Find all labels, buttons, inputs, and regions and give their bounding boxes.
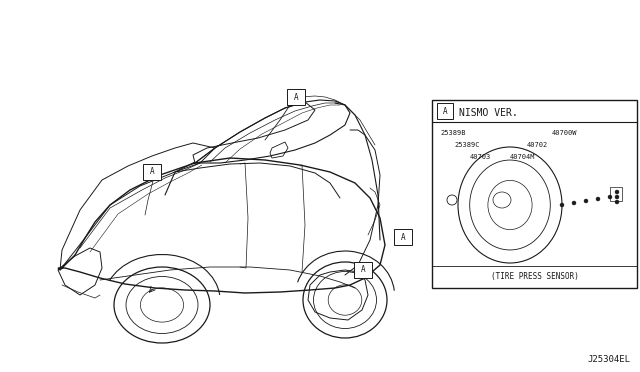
Bar [610, 187, 622, 201]
Text: 25389B: 25389B [440, 130, 465, 136]
Circle shape [596, 197, 600, 201]
Bar [394, 229, 412, 245]
Text: A: A [443, 106, 447, 115]
Text: A: A [401, 232, 405, 241]
Text: 40702: 40702 [527, 142, 548, 148]
Text: A: A [150, 167, 154, 176]
Text: 40704M: 40704M [510, 154, 536, 160]
Text: A: A [361, 266, 365, 275]
Text: J25304EL: J25304EL [587, 355, 630, 364]
Text: 40700W: 40700W [552, 130, 577, 136]
Circle shape [615, 200, 619, 204]
Text: 40703: 40703 [470, 154, 492, 160]
Bar [143, 164, 161, 180]
Text: NISMO VER.: NISMO VER. [459, 108, 518, 118]
Circle shape [615, 190, 619, 194]
Bar [287, 89, 305, 105]
Bar [354, 262, 372, 278]
Bar [437, 103, 453, 119]
Text: 25389C: 25389C [454, 142, 479, 148]
Circle shape [572, 201, 576, 205]
Text: A: A [294, 93, 298, 102]
Circle shape [608, 195, 612, 199]
Bar [432, 100, 637, 288]
Circle shape [584, 199, 588, 203]
Circle shape [560, 203, 564, 207]
Circle shape [615, 195, 619, 199]
Text: (TIRE PRESS SENSOR): (TIRE PRESS SENSOR) [491, 273, 579, 282]
